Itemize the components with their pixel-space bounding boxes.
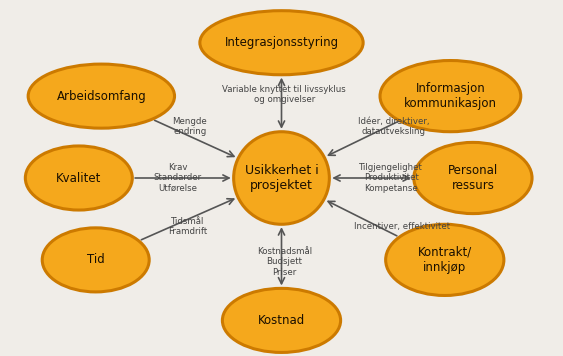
Text: Kontrakt/
innkjøp: Kontrakt/ innkjøp: [418, 246, 472, 274]
Text: Tid: Tid: [87, 253, 105, 266]
Ellipse shape: [380, 61, 521, 132]
Text: Kostnadsmål
Budsjett
Priser: Kostnadsmål Budsjett Priser: [257, 247, 312, 277]
Text: Tilgjengelighet
Produktivitet
Kompetanse: Tilgjengelighet Produktivitet Kompetanse: [359, 163, 423, 193]
Ellipse shape: [28, 64, 175, 128]
Ellipse shape: [414, 142, 532, 214]
Text: Informasjon
kommunikasjon: Informasjon kommunikasjon: [404, 82, 497, 110]
Ellipse shape: [200, 11, 363, 75]
Text: Mengde
endring: Mengde endring: [172, 117, 207, 136]
Text: Variable knyttet til livssyklus
og omgivelser: Variable knyttet til livssyklus og omgiv…: [222, 85, 346, 104]
Ellipse shape: [386, 224, 504, 295]
Ellipse shape: [25, 146, 132, 210]
Ellipse shape: [42, 228, 149, 292]
Ellipse shape: [222, 288, 341, 352]
Text: Personal
ressurs: Personal ressurs: [448, 164, 498, 192]
Text: Tidsmål
Framdrift: Tidsmål Framdrift: [168, 217, 207, 236]
Text: Usikkerhet i
prosjektet: Usikkerhet i prosjektet: [245, 164, 318, 192]
Text: Kostnad: Kostnad: [258, 314, 305, 327]
Ellipse shape: [234, 132, 329, 224]
Text: Idéer, direktiver,
datautveksling: Idéer, direktiver, datautveksling: [358, 117, 429, 136]
Text: Kvalitet: Kvalitet: [56, 172, 101, 184]
Text: Incentiver, effektivitet: Incentiver, effektivitet: [354, 222, 450, 231]
Text: Krav
Standarder
Utførelse: Krav Standarder Utførelse: [154, 163, 202, 193]
Text: Arbeidsomfang: Arbeidsomfang: [56, 90, 146, 103]
Text: Integrasjonsstyring: Integrasjonsstyring: [225, 36, 338, 49]
